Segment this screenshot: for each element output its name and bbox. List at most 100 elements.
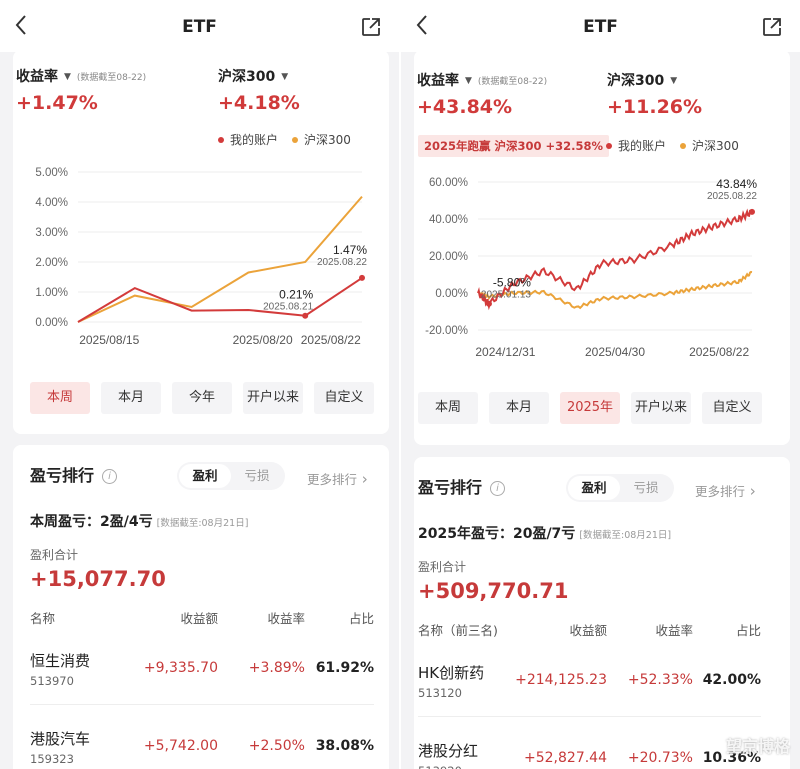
column-header-name: 名称 xyxy=(30,611,56,626)
table-row[interactable]: HK创新药 513120 +214,125.23 +52.33% 42.00% xyxy=(401,662,800,712)
ranking-title-text: 盈亏排行 xyxy=(418,478,483,497)
tab-1[interactable]: 本月 xyxy=(101,382,161,414)
toggle-profit[interactable]: 盈利 xyxy=(179,464,231,488)
column-header-rate: 收益率 xyxy=(655,623,693,638)
annotation-date: 2025.08.22 xyxy=(317,257,367,268)
profit-loss-toggle: 盈利 亏损 xyxy=(566,474,674,502)
y-tick-label: 1.00% xyxy=(35,287,68,299)
tab-2[interactable]: 2025年 xyxy=(560,392,620,424)
return-label-text: 收益率 xyxy=(417,73,459,89)
tab-3[interactable]: 开户以来 xyxy=(243,382,303,414)
ranking-title-text: 盈亏排行 xyxy=(30,466,95,485)
back-chevron-icon[interactable] xyxy=(14,14,36,40)
series-line xyxy=(77,195,363,323)
period-summary: 2025年盈亏：20盈/7亏 [数据截至:08月21日] xyxy=(418,523,671,543)
series-line xyxy=(477,208,753,311)
dropdown-triangle-icon[interactable]: ▼ xyxy=(64,72,71,82)
tab-4[interactable]: 自定义 xyxy=(314,382,374,414)
return-label-text: 收益率 xyxy=(16,69,58,85)
page-title: ETF xyxy=(182,17,217,37)
panel-divider xyxy=(399,0,401,769)
total-profit-value: +15,077.70 xyxy=(30,567,166,591)
etf-screen-right: ETF 收益率 ▼ (数据截至08-22) 沪深300 ▼ +43.84% +11.26% 2… xyxy=(401,0,800,769)
period-summary-text: 本周盈亏：2盈/4亏 xyxy=(30,514,153,530)
info-icon[interactable]: i xyxy=(490,481,506,496)
return-label[interactable]: 收益率 ▼ (数据截至08-22) xyxy=(16,66,146,86)
column-header-rate: 收益率 xyxy=(267,611,305,626)
benchmark-label[interactable]: 沪深300 ▼ xyxy=(607,70,677,90)
more-ranking-link[interactable]: 更多排行 › xyxy=(307,469,368,488)
tab-0[interactable]: 本周 xyxy=(30,382,90,414)
tab-0[interactable]: 本周 xyxy=(418,392,478,424)
fund-name: 港股分红 xyxy=(418,742,479,760)
x-tick-label: 2025/08/22 xyxy=(689,345,749,359)
legend-mine-label: 我的账户 xyxy=(230,133,279,147)
return-label[interactable]: 收益率 ▼ (数据截至08-22) xyxy=(417,70,547,90)
total-profit-label: 盈利合计 xyxy=(30,548,79,562)
fund-code: 513120 xyxy=(418,686,462,700)
table-row[interactable]: 恒生消费 513970 +9,335.70 +3.89% 61.92% xyxy=(0,650,399,700)
ranking-card xyxy=(13,445,389,769)
watermark-text: 望京博格 xyxy=(725,737,790,756)
nav-bar: ETF xyxy=(0,0,399,52)
tab-2[interactable]: 今年 xyxy=(172,382,232,414)
info-icon[interactable]: i xyxy=(102,469,118,484)
share-icon[interactable] xyxy=(361,17,381,37)
benchmark-label[interactable]: 沪深300 ▼ xyxy=(218,66,288,86)
profit-share: 61.92% xyxy=(315,660,374,676)
row-divider xyxy=(30,704,374,705)
profit-loss-toggle: 盈利 亏损 xyxy=(177,462,285,490)
dropdown-triangle-icon[interactable]: ▼ xyxy=(670,76,678,86)
y-tick-label: 20.00% xyxy=(429,251,468,263)
y-tick-label: 60.00% xyxy=(429,177,468,189)
row-divider xyxy=(418,716,761,717)
fund-code: 513970 xyxy=(30,674,74,688)
fund-name: 恒生消费 xyxy=(30,652,91,670)
dropdown-triangle-icon[interactable]: ▼ xyxy=(281,72,289,82)
return-asof: (数据截至08-22) xyxy=(76,73,147,83)
chevron-right-icon: › xyxy=(745,482,756,500)
returns-card xyxy=(13,50,389,434)
column-header-share: 占比 xyxy=(348,611,374,626)
annotation-value: 43.84% xyxy=(716,177,757,191)
chart-legend: 我的账户 沪深300 xyxy=(218,131,351,148)
total-profit-label: 盈利合计 xyxy=(418,560,467,574)
toggle-loss[interactable]: 亏损 xyxy=(633,480,659,495)
table-row[interactable]: 港股分红 513920 +52,827.44 +20.73% 10.36% xyxy=(401,740,800,769)
benchmark-label-text: 沪深300 xyxy=(607,73,665,89)
y-tick-label: 0.00% xyxy=(435,288,468,300)
annotation-date: 2025.08.22 xyxy=(707,191,757,202)
fund-name: 港股汽车 xyxy=(30,730,91,748)
toggle-profit[interactable]: 盈利 xyxy=(568,476,620,500)
back-chevron-icon[interactable] xyxy=(415,14,437,40)
tab-4[interactable]: 自定义 xyxy=(702,392,762,424)
return-value: +1.47% xyxy=(16,92,98,114)
column-header-share: 占比 xyxy=(735,623,761,638)
toggle-loss[interactable]: 亏损 xyxy=(244,468,270,483)
table-row[interactable]: 港股汽车 159323 +5,742.00 +2.50% 38.08% xyxy=(0,728,399,769)
nav-bar: ETF xyxy=(401,0,800,52)
series-line xyxy=(77,277,363,323)
page-title: ETF xyxy=(583,17,618,37)
y-tick-label: 5.00% xyxy=(35,167,68,179)
column-header-name: 名称（前三名) xyxy=(418,623,498,638)
profit-amount: +52,827.44 xyxy=(524,750,607,766)
tab-1[interactable]: 本月 xyxy=(489,392,549,424)
more-ranking-text: 更多排行 xyxy=(695,484,746,499)
profit-amount: +5,742.00 xyxy=(143,738,218,754)
ranking-title: 盈亏排行 i xyxy=(30,462,118,486)
dropdown-triangle-icon[interactable]: ▼ xyxy=(465,76,472,86)
data-point xyxy=(749,208,755,215)
more-ranking-link[interactable]: 更多排行 › xyxy=(695,481,756,500)
y-tick-label: -20.00% xyxy=(425,325,468,337)
tab-3[interactable]: 开户以来 xyxy=(631,392,691,424)
chart-legend: 我的账户 沪深300 xyxy=(606,137,739,154)
share-icon[interactable] xyxy=(762,17,782,37)
x-tick-label: 2025/08/15 xyxy=(79,333,139,347)
annotation-date: 2025.08.21 xyxy=(263,302,313,313)
profit-amount: +214,125.23 xyxy=(515,672,607,688)
profit-rate: +3.89% xyxy=(248,660,305,676)
etf-screen-left: ETF 收益率 ▼ (数据截至08-22) 沪深300 ▼ +1.47% +4.18% 我的账… xyxy=(0,0,399,769)
outperform-badge: 2025年跑赢 沪深300 +32.58% xyxy=(418,135,610,157)
column-header-amount: 收益额 xyxy=(569,623,607,638)
